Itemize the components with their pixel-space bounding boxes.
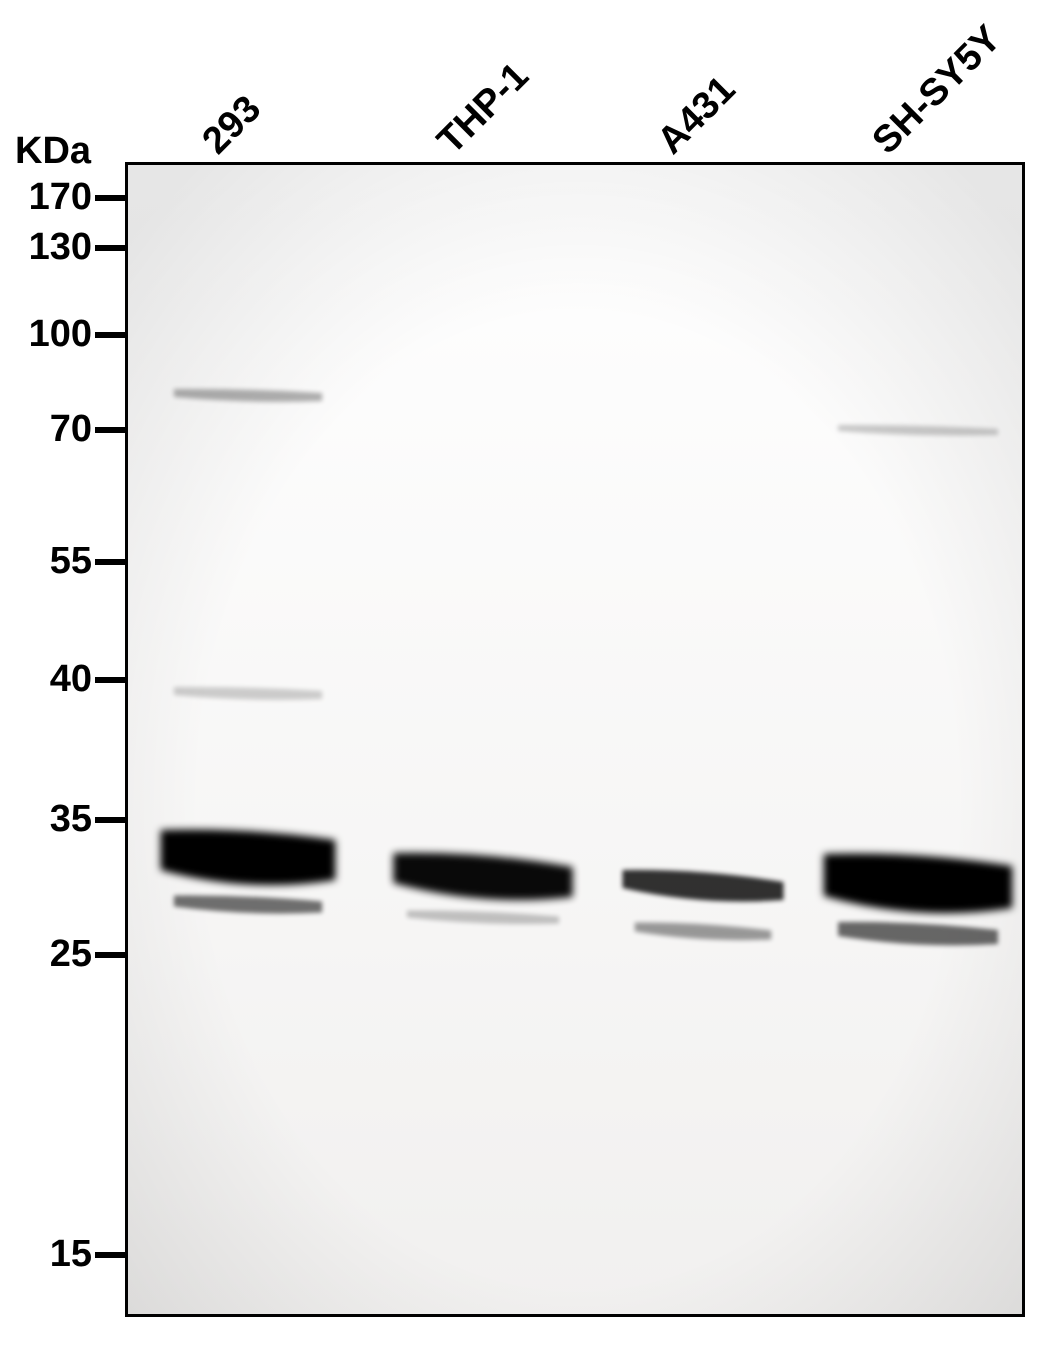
- mw-tick-170: [95, 195, 125, 201]
- blot-frame: [125, 162, 1025, 1317]
- mw-tick-55: [95, 559, 125, 565]
- mw-tick-130: [95, 245, 125, 251]
- axis-title-kda: KDa: [15, 130, 91, 173]
- mw-label-170: 170: [0, 176, 92, 219]
- mw-tick-25: [95, 952, 125, 958]
- mw-label-100: 100: [0, 313, 92, 356]
- lane-thp1-label: THP-1: [430, 55, 538, 163]
- mw-label-15: 15: [0, 1233, 92, 1276]
- mw-tick-35: [95, 817, 125, 823]
- lane-a431-label: A431: [650, 68, 745, 163]
- mw-label-130: 130: [0, 226, 92, 269]
- mw-tick-15: [95, 1252, 125, 1258]
- blot-image: [128, 165, 1025, 1317]
- mw-label-70: 70: [0, 408, 92, 451]
- blot-vignette: [128, 165, 1025, 1317]
- mw-label-35: 35: [0, 798, 92, 841]
- mw-label-55: 55: [0, 540, 92, 583]
- lane-293-label: 293: [195, 88, 270, 163]
- mw-label-40: 40: [0, 658, 92, 701]
- mw-tick-100: [95, 332, 125, 338]
- mw-tick-40: [95, 677, 125, 683]
- mw-tick-70: [95, 427, 125, 433]
- mw-label-25: 25: [0, 933, 92, 976]
- lane-shsy5y-label: SH-SY5Y: [865, 18, 1010, 163]
